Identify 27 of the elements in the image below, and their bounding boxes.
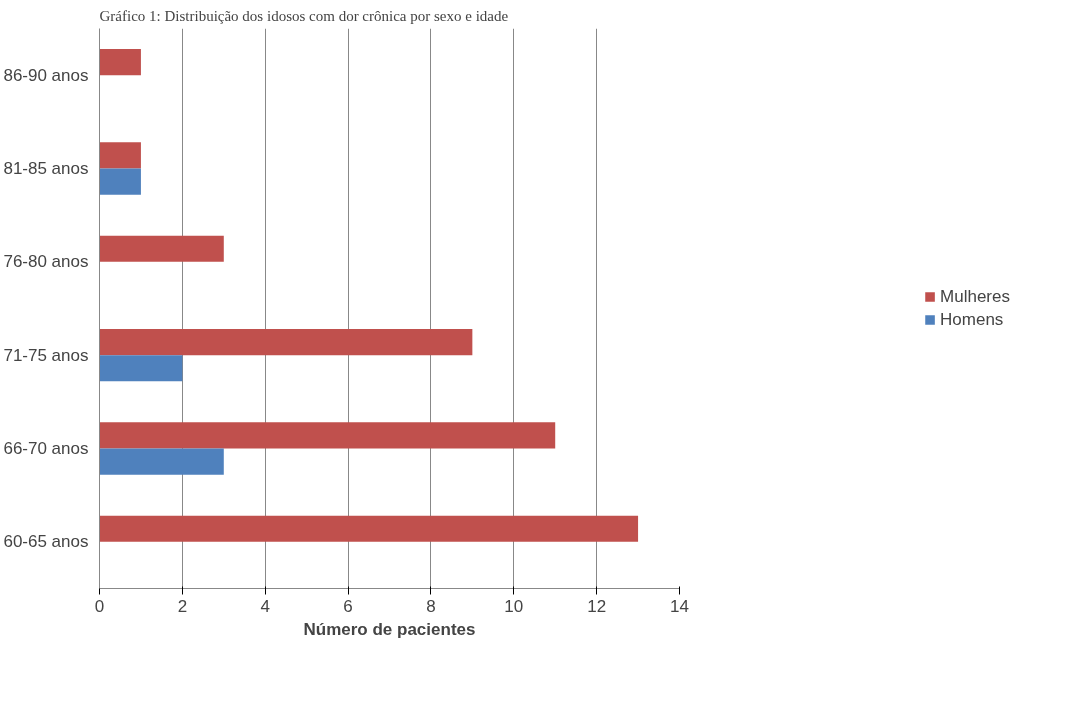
bar [99,422,556,449]
chart-title: Gráfico 1: Distribuição dos idosos com dor crônica por sexo e idade [99,7,509,24]
x-tick-label: 12 [587,596,607,616]
bar [99,515,639,542]
bar [99,235,224,262]
x-tick-label: 2 [177,596,188,616]
x-tick-label: 6 [343,596,353,616]
bar [99,168,141,195]
x-axis-title: Número de pacientes [303,619,476,639]
y-tick-label: 76-80 anos [3,252,89,272]
y-tick-label: 81-85 anos [3,159,89,178]
y-tick-label: 60-65 anos [3,532,89,552]
bar [99,329,473,356]
bar [99,49,141,76]
bar [99,142,141,169]
x-tick-label: 4 [260,596,270,616]
x-tick-label: 0 [94,596,105,616]
legend-label: Mulheres [940,286,1010,307]
x-tick-label: 14 [670,596,689,616]
y-tick-label: 66-70 anos [3,439,89,458]
bar [99,355,183,382]
x-tick-label: 8 [426,596,436,616]
legend-label: Homens [940,309,1004,330]
bar [99,448,224,475]
y-tick-label: 71-75 anos [3,345,89,365]
y-tick-label: 86-90 anos [3,65,89,85]
x-tick-label: 10 [504,596,524,616]
